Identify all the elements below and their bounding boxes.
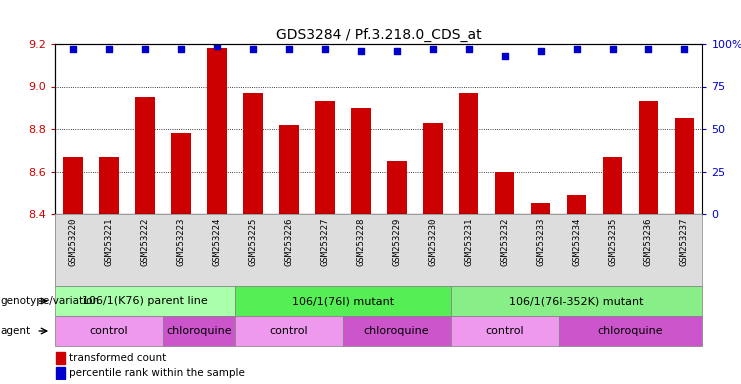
Bar xyxy=(639,101,659,214)
Text: chloroquine: chloroquine xyxy=(166,326,232,336)
Text: GSM253237: GSM253237 xyxy=(680,218,689,266)
Point xyxy=(103,46,115,52)
Text: control: control xyxy=(90,326,128,336)
Title: GDS3284 / Pf.3.218.0_CDS_at: GDS3284 / Pf.3.218.0_CDS_at xyxy=(276,27,482,41)
Point xyxy=(534,48,546,54)
Bar xyxy=(171,133,190,214)
Bar xyxy=(56,352,64,364)
Text: percentile rank within the sample: percentile rank within the sample xyxy=(70,368,245,378)
Point xyxy=(67,46,79,52)
Text: control: control xyxy=(485,326,524,336)
Point xyxy=(391,48,402,54)
Text: 106/1(76I) mutant: 106/1(76I) mutant xyxy=(292,296,393,306)
Bar xyxy=(531,204,551,214)
Point xyxy=(283,46,295,52)
Text: genotype/variation: genotype/variation xyxy=(1,296,100,306)
Point xyxy=(571,46,582,52)
Bar xyxy=(99,157,119,214)
Bar xyxy=(243,93,262,214)
Bar xyxy=(235,286,451,316)
Text: GSM253227: GSM253227 xyxy=(320,218,329,266)
Bar xyxy=(422,122,442,214)
Bar xyxy=(63,157,83,214)
Text: GSM253228: GSM253228 xyxy=(356,218,365,266)
Text: GSM253221: GSM253221 xyxy=(104,218,113,266)
Bar xyxy=(315,101,335,214)
Point xyxy=(355,48,367,54)
Text: chloroquine: chloroquine xyxy=(364,326,430,336)
Text: agent: agent xyxy=(1,326,31,336)
Point xyxy=(319,46,330,52)
Text: transformed count: transformed count xyxy=(70,353,167,363)
Text: GSM253226: GSM253226 xyxy=(285,218,293,266)
Point xyxy=(247,46,259,52)
Bar xyxy=(163,316,235,346)
Point xyxy=(210,43,222,49)
Point xyxy=(499,53,511,59)
Bar xyxy=(55,316,163,346)
Bar xyxy=(350,108,370,214)
Point xyxy=(462,46,474,52)
Bar xyxy=(495,172,514,214)
Text: GSM253223: GSM253223 xyxy=(176,218,185,266)
Bar xyxy=(674,118,694,214)
Bar xyxy=(451,286,702,316)
Text: 106/1(K76) parent line: 106/1(K76) parent line xyxy=(82,296,207,306)
Text: GSM253229: GSM253229 xyxy=(392,218,401,266)
Point xyxy=(642,46,654,52)
Text: GSM253224: GSM253224 xyxy=(212,218,222,266)
Bar xyxy=(56,367,64,379)
Bar xyxy=(387,161,407,214)
Bar xyxy=(451,316,559,346)
Text: 106/1(76I-352K) mutant: 106/1(76I-352K) mutant xyxy=(509,296,644,306)
Text: GSM253220: GSM253220 xyxy=(68,218,77,266)
Text: GSM253234: GSM253234 xyxy=(572,218,581,266)
Point xyxy=(607,46,619,52)
Point xyxy=(679,46,691,52)
Bar xyxy=(559,316,702,346)
Bar xyxy=(342,316,451,346)
Bar xyxy=(567,195,586,214)
Text: GSM253231: GSM253231 xyxy=(464,218,473,266)
Text: GSM253232: GSM253232 xyxy=(500,218,509,266)
Text: GSM253222: GSM253222 xyxy=(140,218,149,266)
Bar xyxy=(135,97,155,214)
Text: control: control xyxy=(270,326,308,336)
Text: GSM253233: GSM253233 xyxy=(536,218,545,266)
Bar xyxy=(459,93,479,214)
Bar xyxy=(235,316,342,346)
Bar xyxy=(207,48,227,214)
Text: GSM253236: GSM253236 xyxy=(644,218,653,266)
Text: GSM253230: GSM253230 xyxy=(428,218,437,266)
Point xyxy=(427,46,439,52)
Bar xyxy=(279,125,299,214)
Text: chloroquine: chloroquine xyxy=(598,326,663,336)
Bar xyxy=(602,157,622,214)
Text: GSM253225: GSM253225 xyxy=(248,218,257,266)
Point xyxy=(175,46,187,52)
Point xyxy=(139,46,150,52)
Bar xyxy=(55,286,235,316)
Text: GSM253235: GSM253235 xyxy=(608,218,617,266)
